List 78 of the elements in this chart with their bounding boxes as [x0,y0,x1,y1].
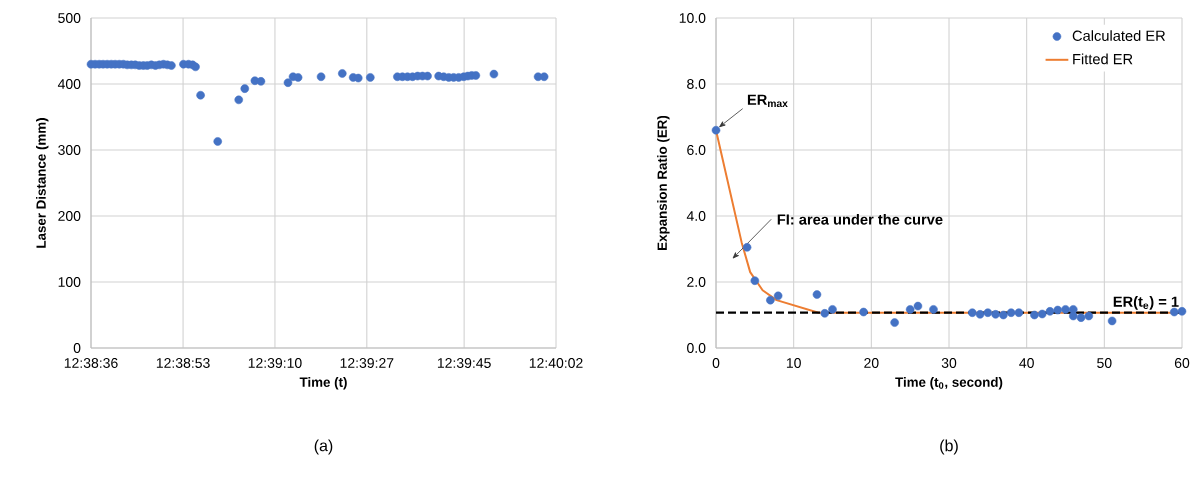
x-tick-label: 12:39:45 [437,358,491,368]
point [1037,309,1047,319]
x-tick-label: 60 [1174,358,1190,368]
y-tick-label: 500 [58,13,81,23]
point [929,305,938,314]
x-tick-label: 12:39:27 [340,358,394,368]
point [766,295,775,305]
point [1169,307,1179,317]
y-tick-label: 6.0 [687,145,706,155]
point [773,291,783,301]
x-tick-label: 40 [1019,358,1034,368]
y-tick-label: 300 [58,145,81,155]
x-tick-label: 12:38:53 [156,358,210,368]
point [256,77,266,86]
y-axis-title: Expansion Ratio (ER) [657,115,670,250]
y-tick-label: 8.0 [687,79,706,89]
point [316,72,326,82]
y-tick-label: 200 [58,211,81,221]
point [975,310,985,319]
point [1076,313,1086,322]
text: (b) [940,439,958,455]
point [711,125,721,135]
point [1014,308,1024,317]
point [1006,308,1016,317]
point [1084,311,1094,321]
point [828,305,837,314]
point [999,310,1008,320]
point [742,243,752,252]
point [968,308,977,317]
point [1030,310,1039,320]
x-tick-label: 12:39:10 [248,358,302,368]
x-tick-label: 30 [941,358,957,368]
point [1061,305,1070,314]
point [859,307,868,317]
ref-line-label: ER(t$_{e}$) = 1 [1113,296,1179,310]
y-tick-label: 2.0 [687,277,706,287]
point [1107,316,1117,326]
x-axis-title: Time (t) [299,377,347,390]
annotation: FI: area under the curve [777,213,943,225]
point [983,308,993,317]
point [1053,305,1062,315]
point [890,318,899,327]
y-tick-label: 0.0 [687,343,706,353]
point [213,137,222,146]
legend-label: Fitted ER [1073,53,1133,65]
point [812,290,822,299]
x-tick-label: 12:38:36 [64,358,118,368]
y-tick-label: 0 [73,343,81,353]
point [167,61,176,70]
point [366,73,375,82]
x-tick-label: 0 [712,358,720,368]
point [750,276,760,285]
x-tick-label: 50 [1097,358,1112,368]
point [240,84,250,93]
x-tick-label: 12:40:02 [529,358,583,368]
point [338,69,347,78]
legend-label: Calculated ER [1072,30,1166,41]
point [913,301,923,311]
point [991,310,1000,319]
y-tick-label: 100 [58,277,81,287]
point [196,90,205,100]
point [1045,307,1055,316]
x-tick-label: 20 [864,358,879,368]
point [283,78,293,87]
point [489,69,499,79]
y-tick-label: 10.0 [679,13,706,23]
point [1177,307,1187,316]
point [820,309,830,318]
point [234,95,244,105]
annotation: ER$_{max}$ [747,94,788,108]
text: (a) [314,439,333,455]
y-tick-label: 4.0 [686,211,706,221]
point [905,305,915,314]
x-axis-title: Time (t$_{0}$, second) [895,377,1003,390]
y-tick-label: 400 [57,79,81,89]
y-axis-title: Laser Distance (mm) [36,118,49,248]
point [1069,311,1078,321]
x-tick-label: 10 [786,358,801,368]
